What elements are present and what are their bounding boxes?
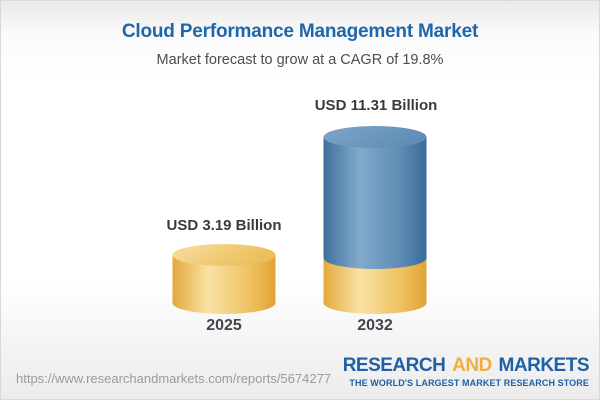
cylinder-2032-growth-segment xyxy=(323,137,427,270)
cylinder-2025 xyxy=(172,244,276,314)
axis-label-2025: 2025 xyxy=(206,317,242,334)
cylinder-2025-body xyxy=(172,255,276,314)
report-url[interactable]: https://www.researchandmarkets.com/repor… xyxy=(16,371,332,386)
axis-label-2032: 2032 xyxy=(357,317,393,334)
logo-tagline: THE WORLD'S LARGEST MARKET RESEARCH STOR… xyxy=(349,377,589,388)
cylinder-2032-top xyxy=(323,126,427,148)
page-title: Cloud Performance Management Market xyxy=(121,21,479,42)
chart-subtitle: Market forecast to grow at a CAGR of 19.… xyxy=(156,52,444,68)
cylinder-2032 xyxy=(323,126,427,314)
logo-word-research: RESEARCH xyxy=(342,355,446,376)
cylinder-2025-top xyxy=(172,244,276,266)
value-label-2032: USD 11.31 Billion xyxy=(314,97,438,114)
research-and-markets-logo[interactable]: RESEARCH AND MARKETS THE WORLD'S LARGEST… xyxy=(342,355,590,388)
logo-word-markets: MARKETS xyxy=(498,355,590,376)
value-label-2025: USD 3.19 Billion xyxy=(166,217,282,234)
logo-wordmark: RESEARCH AND MARKETS xyxy=(342,355,590,377)
logo-word-and: AND xyxy=(452,355,492,376)
